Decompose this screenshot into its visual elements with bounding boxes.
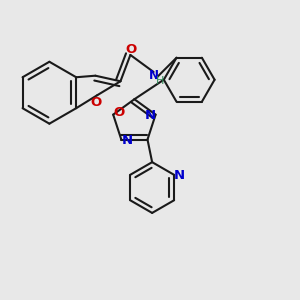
Text: O: O — [126, 43, 137, 56]
Text: N: N — [145, 109, 156, 122]
Text: N: N — [121, 134, 132, 147]
Text: H: H — [156, 76, 165, 86]
Text: N: N — [148, 69, 159, 82]
Text: N: N — [173, 169, 184, 182]
Text: O: O — [90, 95, 101, 109]
Text: O: O — [113, 106, 124, 119]
